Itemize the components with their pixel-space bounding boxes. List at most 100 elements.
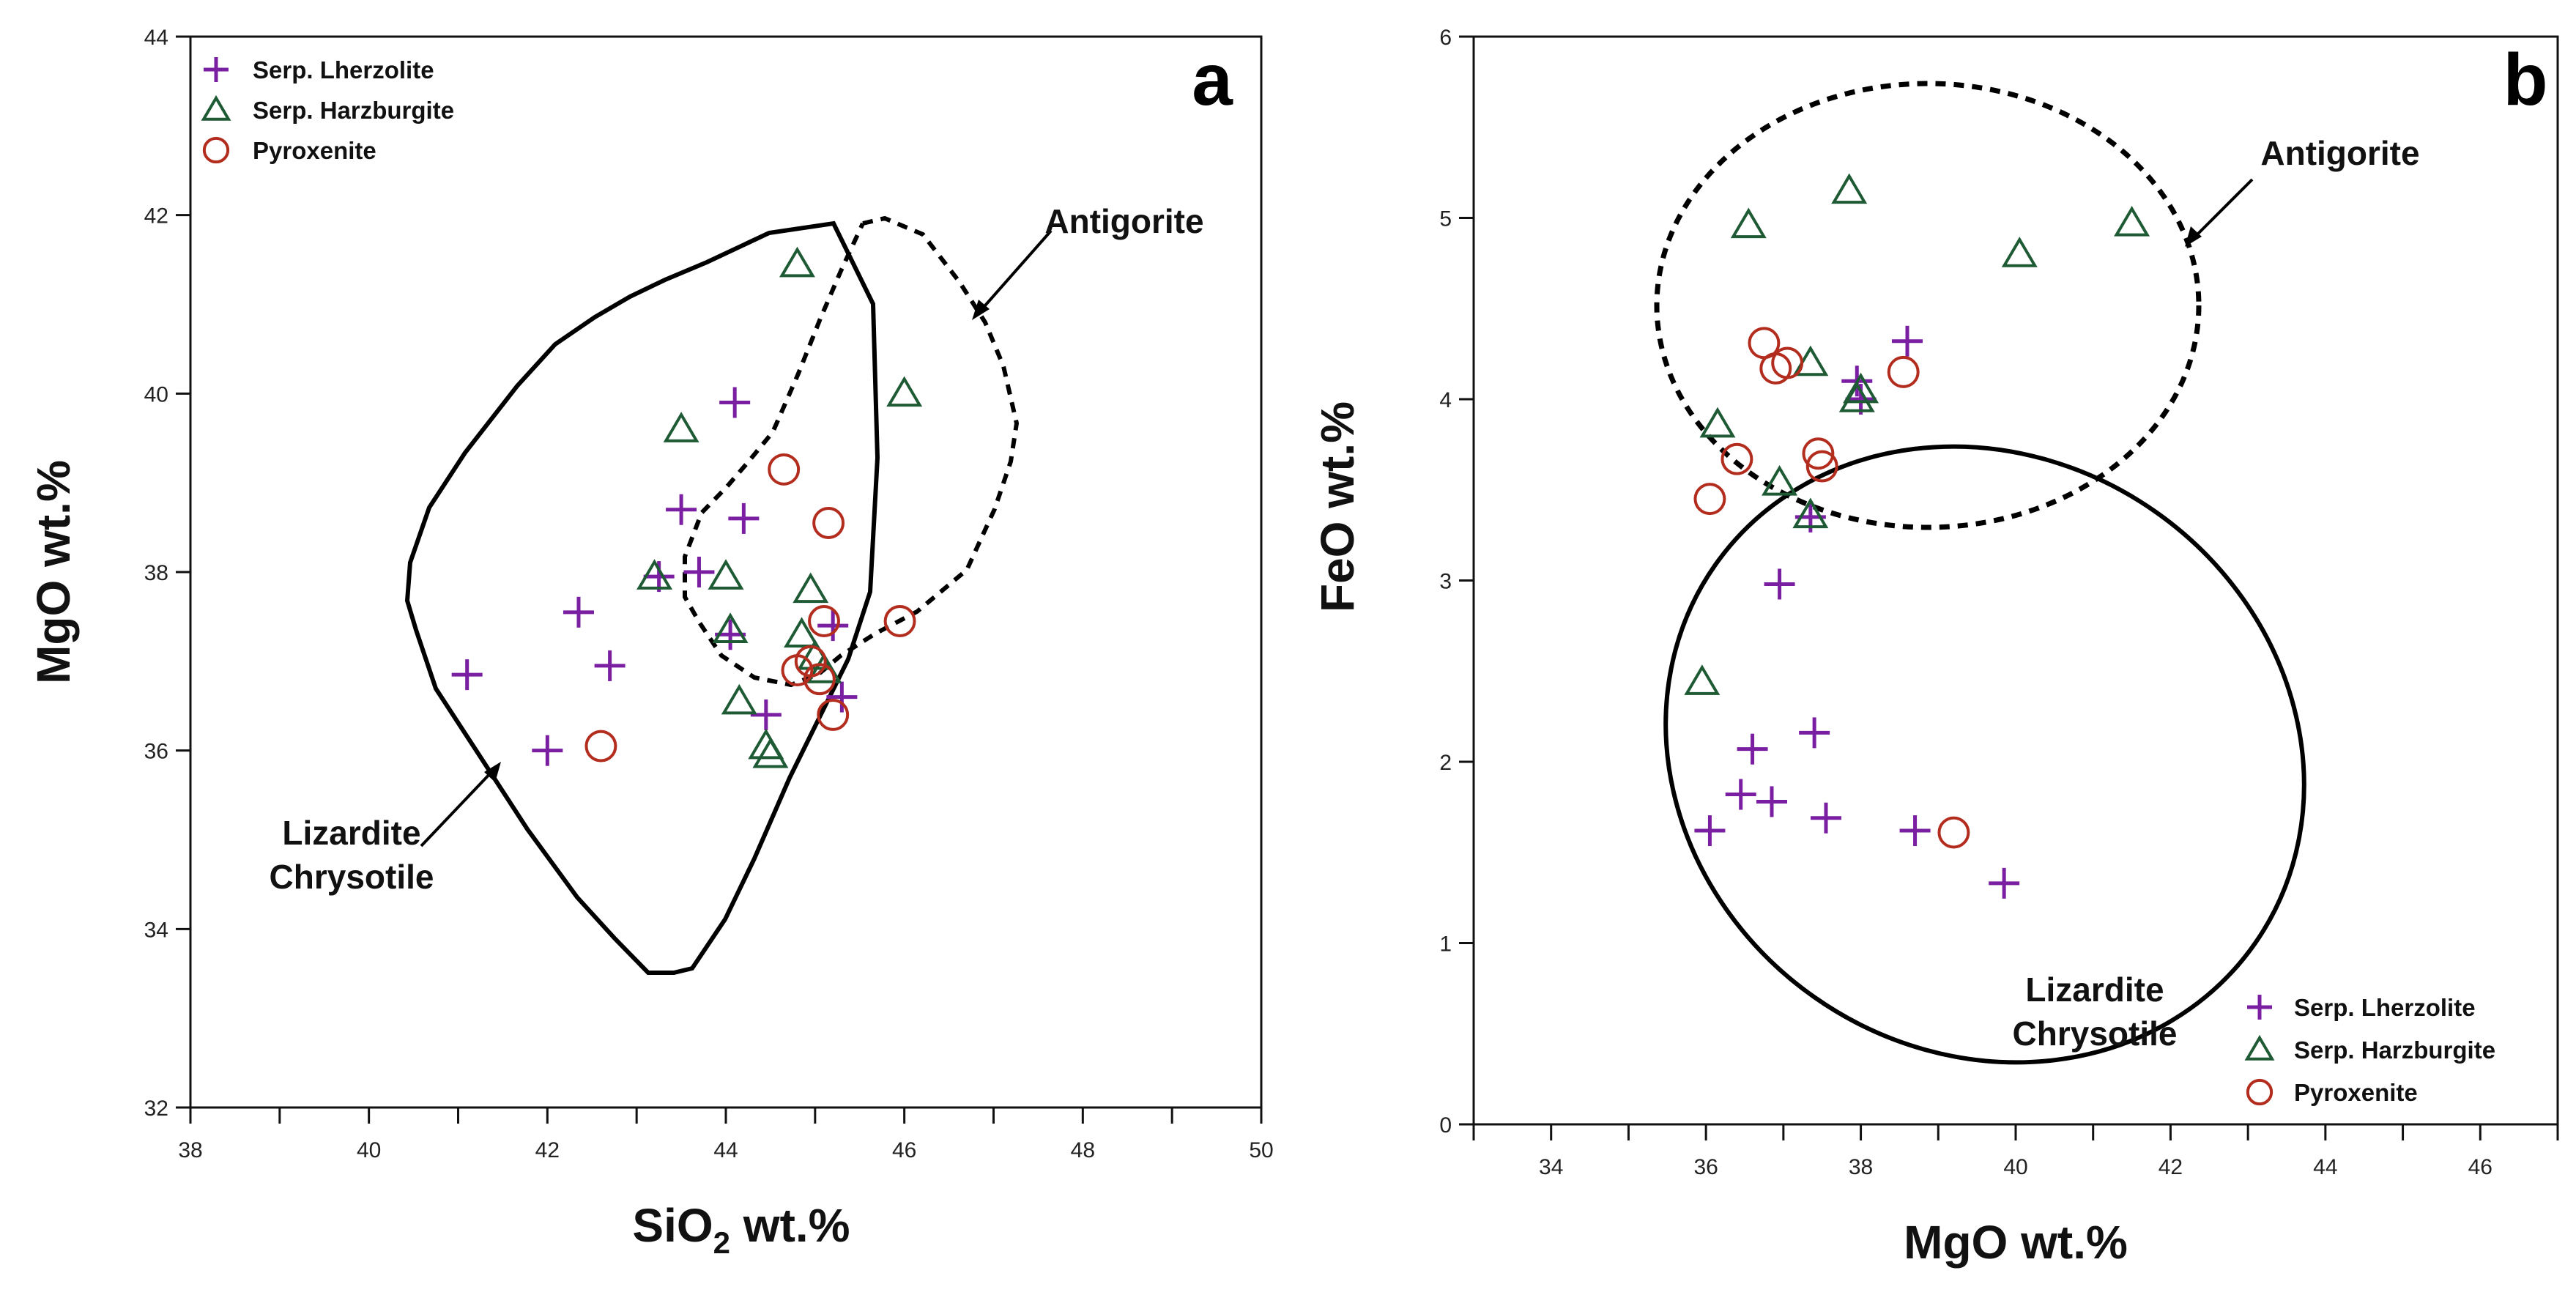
- x-tick-label: 48: [1071, 1138, 1095, 1162]
- data-point-circle: [1937, 816, 1970, 849]
- data-point-triangle: [663, 412, 699, 442]
- data-point-plus: [1694, 815, 1726, 847]
- panel-a-ticks: [176, 35, 1263, 1124]
- panel-b-antigorite-field: [1654, 81, 2202, 530]
- x-tick-label: 38: [1849, 1155, 1873, 1179]
- y-tick-label: 40: [144, 382, 168, 407]
- panel-b-data-points: [1684, 173, 2150, 899]
- data-point-triangle: [886, 376, 923, 407]
- legend-label: Serp. Lherzolite: [253, 56, 434, 84]
- data-point-triangle: [752, 737, 789, 768]
- data-point-triangle: [721, 683, 757, 715]
- x-tick-label: 46: [2468, 1155, 2493, 1179]
- data-point-triangle: [779, 246, 815, 278]
- data-point-circle: [808, 605, 840, 637]
- data-point-plus: [750, 699, 782, 730]
- data-point-triangle: [2114, 206, 2150, 237]
- data-point-plus: [1811, 802, 1841, 834]
- y-tick-label: 4: [1439, 388, 1452, 412]
- legend-marker-circle: [2246, 1078, 2274, 1106]
- panel-b-x-axis-title: MgO wt.%: [1904, 1216, 2128, 1269]
- panel-a-data-points: [451, 246, 923, 768]
- y-tick-label: 5: [1439, 207, 1452, 231]
- y-tick-label: 3: [1439, 570, 1452, 594]
- y-tick-label: 2: [1439, 751, 1452, 775]
- data-point-plus: [1756, 786, 1787, 817]
- data-point-circle: [883, 605, 916, 637]
- x-tick-label: 38: [178, 1138, 202, 1162]
- data-point-circle: [1771, 346, 1804, 379]
- x-tick-label: 36: [1693, 1155, 1718, 1179]
- panel-a-lizardite-label: Lizardite: [282, 814, 420, 852]
- panel-b-ticks: [1459, 35, 2559, 1140]
- panel-b-lizardite-field: [1663, 444, 2306, 1065]
- panel-a-x-axis-title-main: SiO: [632, 1199, 713, 1252]
- data-point-plus: [1989, 867, 2020, 899]
- panel-b-antigorite-label: Antigorite: [2260, 134, 2419, 172]
- x-tick-label: 46: [892, 1138, 916, 1162]
- data-point-plus: [1725, 779, 1756, 810]
- legend-marker-triangle: [201, 94, 231, 121]
- panel-a-legend: Serp. Lherzolite Serp. Harzburgite Pyroxen…: [201, 56, 454, 164]
- data-point-triangle: [1730, 207, 1767, 239]
- y-tick-label: 44: [144, 26, 168, 50]
- panel-b-antigorite-arrow: [2192, 178, 2254, 240]
- data-point-triangle: [1762, 464, 1798, 496]
- legend-label: Serp. Harzburgite: [2294, 1036, 2495, 1064]
- panel-b-legend: Serp. Lherzolite Serp. Harzburgite Pyroxen…: [2244, 994, 2495, 1106]
- panel-b-letter: b: [2503, 39, 2547, 121]
- legend-label: Pyroxenite: [2294, 1079, 2418, 1106]
- data-point-plus: [1737, 733, 1768, 765]
- x-tick-label: 42: [535, 1138, 560, 1162]
- y-tick-label: 6: [1439, 26, 1452, 50]
- data-point-triangle: [1699, 407, 1736, 438]
- legend-marker-circle: [202, 136, 230, 164]
- panel-a-y-axis-title: MgO wt.%: [27, 460, 80, 684]
- legend-marker-plus: [204, 57, 229, 82]
- panel-b-lizardite-label: Lizardite: [2025, 971, 2164, 1009]
- data-point-circle: [584, 730, 617, 763]
- data-point-triangle: [1843, 372, 1879, 404]
- data-point-triangle: [784, 617, 820, 648]
- data-point-circle: [1721, 442, 1753, 475]
- legend-marker-triangle: [2244, 1034, 2275, 1061]
- data-point-circle: [812, 507, 845, 539]
- panel-b-antigorite-arrowhead: [2185, 226, 2202, 247]
- y-tick-label: 32: [144, 1097, 168, 1121]
- data-point-triangle: [1792, 497, 1829, 529]
- legend-label: Pyroxenite: [253, 137, 376, 164]
- data-point-triangle: [712, 612, 749, 643]
- data-point-circle: [1693, 483, 1726, 516]
- x-tick-label: 50: [1249, 1138, 1273, 1162]
- panel-a-frame: [189, 35, 1263, 1109]
- panel-a-x-axis-title: SiO2 wt.%: [632, 1199, 850, 1260]
- data-point-plus: [1764, 568, 1795, 600]
- data-point-plus: [1899, 815, 1931, 847]
- panel-a-antigorite-field: [683, 215, 1020, 688]
- panel-a: 38 40 42 44 46 48 50 32 34 36 38 40 42 44 Serp. Lherz…: [27, 26, 1274, 1260]
- panel-b-frame: [1472, 35, 2559, 1126]
- x-tick-label: 34: [1539, 1155, 1563, 1179]
- data-point-circle: [1802, 437, 1835, 470]
- x-tick-label: 42: [2159, 1155, 2183, 1179]
- x-tick-label: 44: [2313, 1155, 2337, 1179]
- data-point-circle: [803, 663, 836, 696]
- panel-b-y-axis-title: FeO wt.%: [1311, 401, 1364, 612]
- y-tick-label: 1: [1439, 932, 1452, 957]
- data-point-triangle: [636, 559, 673, 590]
- data-point-plus: [563, 596, 594, 628]
- data-point-plus: [594, 650, 626, 681]
- panel-a-tick-labels: 38 40 42 44 46 48 50 32 34 36 38 40 42 44: [144, 26, 1274, 1162]
- y-tick-label: 34: [144, 918, 168, 942]
- y-tick-label: 42: [144, 204, 168, 229]
- y-tick-label: 0: [1439, 1113, 1452, 1138]
- panel-a-lizardite-arrowhead: [484, 762, 501, 782]
- data-point-plus: [728, 502, 760, 534]
- data-point-plus: [817, 610, 849, 642]
- data-point-circle: [817, 698, 850, 731]
- panel-a-x-axis-title-rest: wt.%: [730, 1199, 850, 1252]
- panel-a-letter: a: [1192, 39, 1233, 121]
- data-point-triangle: [1831, 173, 1868, 204]
